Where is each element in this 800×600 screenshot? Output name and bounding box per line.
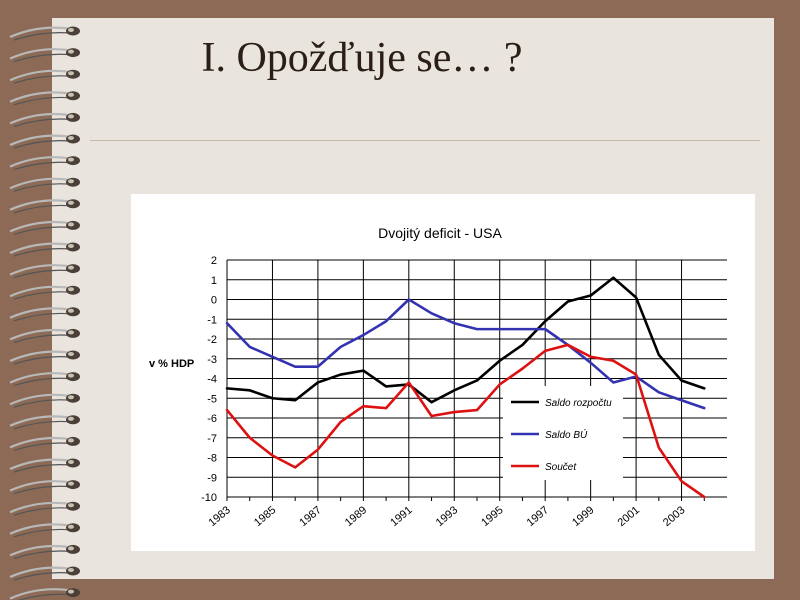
x-tick-label: 1997	[525, 504, 551, 529]
chart-title: Dvojitý deficit - USA	[378, 225, 502, 241]
spiral-ring	[9, 134, 80, 149]
chart-panel: Dvojitý deficit - USA v % HDP 2 1 0 -1 -2 -3 -…	[131, 194, 755, 551]
x-tick-label: 2003	[661, 504, 687, 529]
y-tick-label: -3	[207, 354, 217, 366]
legend-label: Součet	[545, 462, 577, 473]
spiral-ring	[9, 264, 80, 279]
y-tick-label: -5	[207, 393, 217, 405]
y-tick-label: -10	[201, 492, 217, 504]
spiral-ring	[9, 156, 80, 171]
spiral-ring	[9, 26, 80, 41]
y-tick-label: 1	[211, 275, 217, 287]
spiral-ring	[9, 544, 80, 559]
x-tick-label: 1999	[570, 504, 596, 529]
spiral-ring	[9, 112, 80, 127]
series-lines	[225, 276, 706, 499]
spiral-binding	[9, 26, 80, 600]
spiral-ring	[9, 415, 80, 430]
spiral-ring	[9, 372, 80, 387]
spiral-ring	[9, 393, 80, 408]
gridlines	[226, 259, 727, 498]
spiral-ring	[9, 350, 80, 365]
spiral-ring	[9, 328, 80, 343]
legend-label: Saldo rozpočtu	[545, 398, 612, 409]
x-tick-label: 1985	[252, 504, 278, 529]
x-tick-label: 1983	[206, 504, 232, 529]
y-tick-label: -6	[207, 413, 217, 425]
spiral-ring	[9, 588, 80, 600]
y-tick-label: 0	[211, 295, 217, 307]
x-tick-label: 1989	[343, 504, 369, 529]
y-tick-label: -1	[207, 314, 217, 326]
legend-label: Saldo BÚ	[545, 428, 588, 441]
spiral-ring	[9, 436, 80, 451]
y-tick-label: -9	[207, 472, 217, 484]
x-tick-label: 1995	[479, 504, 505, 529]
x-tick-label: 1993	[434, 504, 460, 529]
spiral-ring	[9, 69, 80, 84]
spiral-ring	[9, 48, 80, 63]
spiral-ring	[9, 566, 80, 581]
chart: Dvojitý deficit - USA v % HDP 2 1 0 -1 -2 -3 -…	[149, 225, 727, 529]
spiral-ring	[9, 91, 80, 106]
spiral-ring	[9, 307, 80, 322]
spiral-ring	[9, 177, 80, 192]
series-line-3	[225, 343, 706, 499]
series-line-1	[225, 276, 706, 404]
x-tick-label: 2001	[616, 504, 642, 529]
spiral-ring	[9, 285, 80, 300]
y-tick-label: -7	[207, 433, 217, 445]
y-tick-label: -4	[207, 374, 217, 386]
y-tick-label: -8	[207, 453, 217, 465]
y-tick-label: -2	[207, 334, 217, 346]
spiral-ring	[9, 458, 80, 473]
spiral-ring	[9, 480, 80, 495]
spiral-ring	[9, 523, 80, 538]
title-divider	[90, 140, 760, 141]
spiral-ring	[9, 501, 80, 516]
spiral-ring	[9, 220, 80, 235]
page-title: I. Opožďuje se… ?	[201, 35, 523, 81]
spiral-ring	[9, 199, 80, 214]
spiral-ring	[9, 242, 80, 257]
x-tick-label: 1987	[297, 504, 323, 529]
y-axis-label: v % HDP	[149, 358, 194, 370]
legend: Saldo rozpočtu Saldo BÚ Součet	[503, 386, 623, 480]
y-tick-label: 2	[211, 255, 217, 267]
x-tick-label: 1991	[388, 504, 414, 529]
series-line-2	[225, 298, 706, 410]
